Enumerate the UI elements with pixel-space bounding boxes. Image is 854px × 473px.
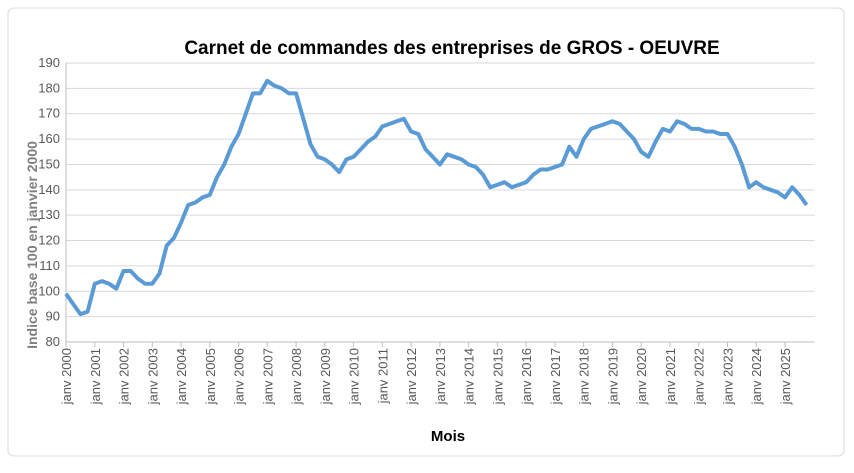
- y-tick-label: 100: [38, 283, 60, 298]
- chart-title: Carnet de commandes des entreprises de G…: [184, 38, 719, 59]
- x-tick-label: janv 2003: [145, 348, 160, 405]
- x-tick-label: janv 2004: [174, 348, 189, 405]
- x-tick-label: janv 2006: [232, 348, 247, 405]
- x-tick-label: janv 2005: [203, 348, 218, 405]
- x-tick-label: janv 2025: [778, 348, 793, 405]
- x-axis-label: Mois: [431, 428, 465, 445]
- x-tick-label: janv 2014: [462, 348, 477, 405]
- x-tick-label: janv 2020: [634, 348, 649, 405]
- x-tick-label: janv 2023: [720, 348, 735, 405]
- x-tick-label: janv 2018: [577, 348, 592, 405]
- chart-frame: [7, 7, 845, 457]
- y-tick-label: 120: [38, 233, 60, 248]
- x-tick-label: janv 2024: [749, 348, 764, 405]
- x-tick-label: janv 2001: [88, 348, 103, 405]
- x-tick-label: janv 2002: [117, 348, 132, 405]
- y-tick-label: 170: [38, 106, 60, 121]
- x-tick-label: janv 2019: [605, 348, 620, 405]
- x-tick-label: janv 2012: [404, 348, 419, 405]
- y-tick-label: 140: [38, 182, 60, 197]
- y-tick-label: 130: [38, 207, 60, 222]
- y-tick-label: 90: [46, 309, 60, 324]
- x-tick-label: janv 2015: [490, 348, 505, 405]
- x-tick-label: janv 2008: [289, 348, 304, 405]
- x-tick-label: janv 2009: [318, 348, 333, 405]
- x-tick-label: janv 2013: [433, 348, 448, 405]
- y-tick-label: 110: [39, 258, 60, 273]
- y-tick-label: 180: [38, 80, 60, 95]
- y-tick-label: 190: [38, 55, 60, 70]
- y-tick-label: 150: [38, 156, 60, 171]
- y-tick-label: 80: [46, 334, 60, 349]
- x-tick-label: janv 2017: [548, 348, 563, 405]
- x-tick-label: janv 2022: [692, 348, 707, 405]
- y-tick-label: 160: [38, 131, 60, 146]
- x-tick-label: janv 2021: [663, 348, 678, 405]
- x-tick-label: janv 2010: [347, 348, 362, 405]
- x-tick-label: janv 2016: [519, 348, 534, 405]
- x-tick-label: janv 2007: [260, 348, 275, 405]
- data-line: [64, 78, 809, 317]
- y-axis-label: Indice base 100 en janvier 2000: [24, 141, 40, 349]
- x-tick-label: janv 2000: [59, 348, 74, 405]
- x-tick-label: janv 2011: [375, 348, 390, 404]
